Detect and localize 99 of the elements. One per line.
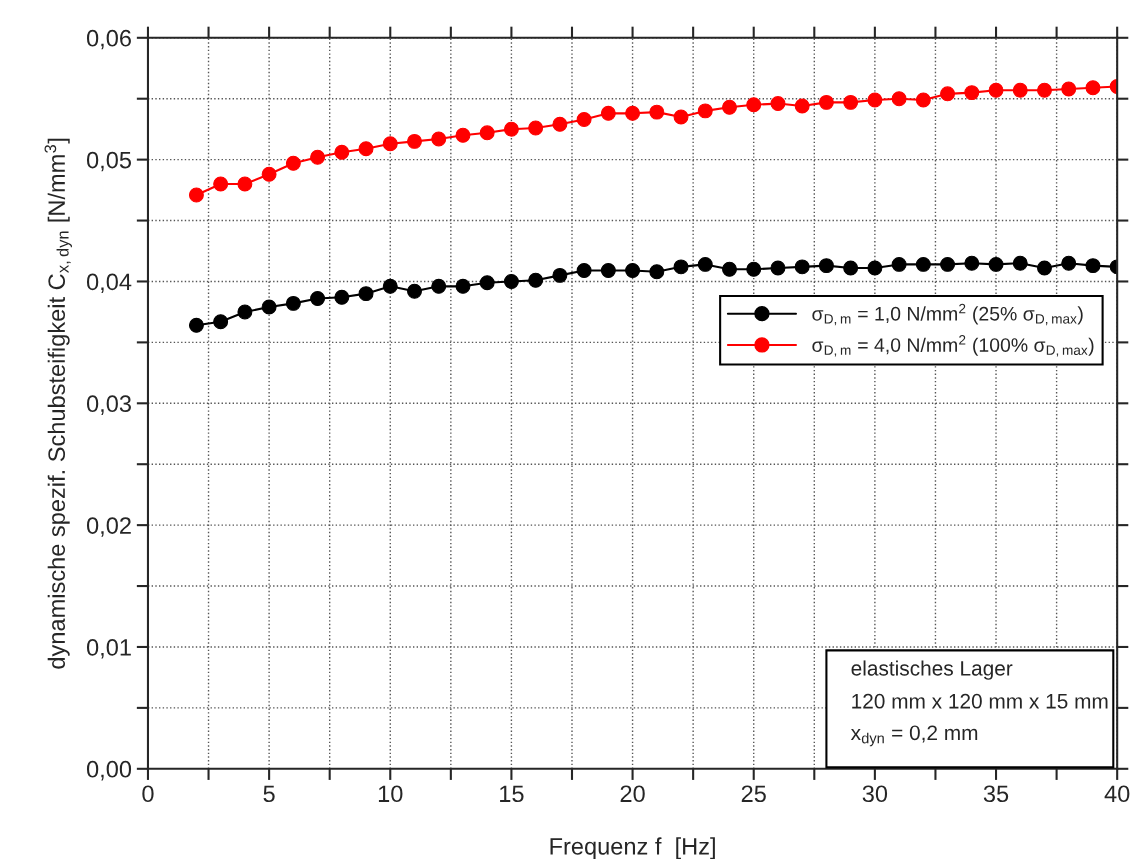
point xyxy=(1037,260,1052,276)
point xyxy=(600,105,616,121)
x-axis-title: Frequenz f [Hz] xyxy=(550,837,715,859)
point xyxy=(334,289,350,305)
y-tick-label: 0,03 xyxy=(86,395,131,415)
point xyxy=(746,97,762,113)
point xyxy=(673,109,689,125)
point xyxy=(479,125,495,141)
y-tick-label: 0,00 xyxy=(86,760,132,781)
x-tick-label: 35 xyxy=(983,785,1009,803)
point xyxy=(915,256,931,272)
point xyxy=(552,267,568,283)
x-tick-label: 40 xyxy=(1104,785,1130,803)
legend-label: σ$_{D,m}$ = 4,0 N/mm$^{2}$ (100% σ$_{D,max}$) xyxy=(812,335,1094,357)
point xyxy=(1085,80,1101,96)
point xyxy=(213,176,229,192)
point xyxy=(576,263,592,278)
point xyxy=(843,94,859,110)
annotation: 120 mm x 120 mm x 15 mm xyxy=(852,693,1108,709)
point xyxy=(382,278,398,294)
y-tick-label: 0,01 xyxy=(86,639,131,659)
point xyxy=(382,136,398,152)
point xyxy=(455,127,471,143)
x-tick-label: 0 xyxy=(142,785,154,803)
x-tick-label: 5 xyxy=(263,785,275,803)
y-tick-label: 0,06 xyxy=(86,29,131,50)
point xyxy=(697,256,713,272)
point xyxy=(940,86,956,102)
y-tick-label: 0,04 xyxy=(86,273,132,294)
point xyxy=(891,256,907,272)
point xyxy=(455,278,471,294)
point xyxy=(964,255,980,271)
point xyxy=(188,187,204,203)
point xyxy=(722,99,737,115)
point xyxy=(552,116,568,132)
point xyxy=(237,304,253,320)
point xyxy=(407,133,422,149)
point xyxy=(431,278,447,294)
point xyxy=(818,258,834,274)
point xyxy=(940,256,956,272)
point xyxy=(285,155,301,171)
point xyxy=(407,283,422,299)
point xyxy=(770,260,786,276)
point xyxy=(794,98,810,114)
point xyxy=(261,299,277,315)
point xyxy=(600,263,616,278)
point xyxy=(891,91,907,107)
point xyxy=(988,82,1004,98)
point xyxy=(358,286,374,302)
point xyxy=(188,317,204,333)
point xyxy=(673,259,689,275)
point xyxy=(1012,82,1028,98)
point xyxy=(1061,81,1077,97)
point xyxy=(697,103,713,119)
point xyxy=(1061,255,1077,271)
point xyxy=(358,141,374,157)
point xyxy=(310,291,326,306)
point xyxy=(964,85,980,101)
point xyxy=(625,263,641,278)
x-tick-label: 30 xyxy=(862,785,888,803)
y-axis-title: dynamische spezif. Schubsteifigkeit C$_{x,dyn}$ [N/mm$^{3}$] xyxy=(44,138,72,669)
point xyxy=(576,111,592,127)
y-tick-label: 0,05 xyxy=(86,151,132,172)
point xyxy=(649,264,665,280)
point xyxy=(1085,258,1101,274)
point xyxy=(794,259,810,275)
x-tick-label: 20 xyxy=(620,785,645,803)
legend-label: σ$_{D,m}$ = 1,0 N/mm$^{2}$ (25% σ$_{D,max}$) xyxy=(812,303,1083,326)
point xyxy=(237,176,253,192)
point xyxy=(1037,82,1052,98)
point xyxy=(285,295,301,311)
annotation: x$_{dyn}$ = 0,2 mm xyxy=(850,725,978,747)
point xyxy=(867,92,883,108)
x-tick-label: 25 xyxy=(741,785,766,803)
point xyxy=(770,96,786,112)
point xyxy=(722,261,737,277)
point xyxy=(479,275,495,291)
point xyxy=(988,256,1004,272)
annotation: elastisches Lager xyxy=(851,660,1013,680)
point xyxy=(310,149,326,165)
y-tick-label: 0,02 xyxy=(86,517,131,537)
x-tick-label: 15 xyxy=(500,785,524,803)
point xyxy=(503,121,519,137)
point xyxy=(915,92,931,108)
point xyxy=(867,260,883,276)
point xyxy=(503,274,519,289)
point xyxy=(746,261,762,277)
point xyxy=(334,144,350,160)
point xyxy=(1012,255,1028,271)
point xyxy=(431,131,447,147)
point xyxy=(818,94,834,110)
point xyxy=(528,272,544,288)
point xyxy=(649,104,665,120)
point xyxy=(261,166,277,182)
point xyxy=(843,260,859,276)
point xyxy=(625,105,641,121)
x-tick-label: 10 xyxy=(378,785,403,803)
point xyxy=(528,120,544,136)
point xyxy=(213,314,229,330)
